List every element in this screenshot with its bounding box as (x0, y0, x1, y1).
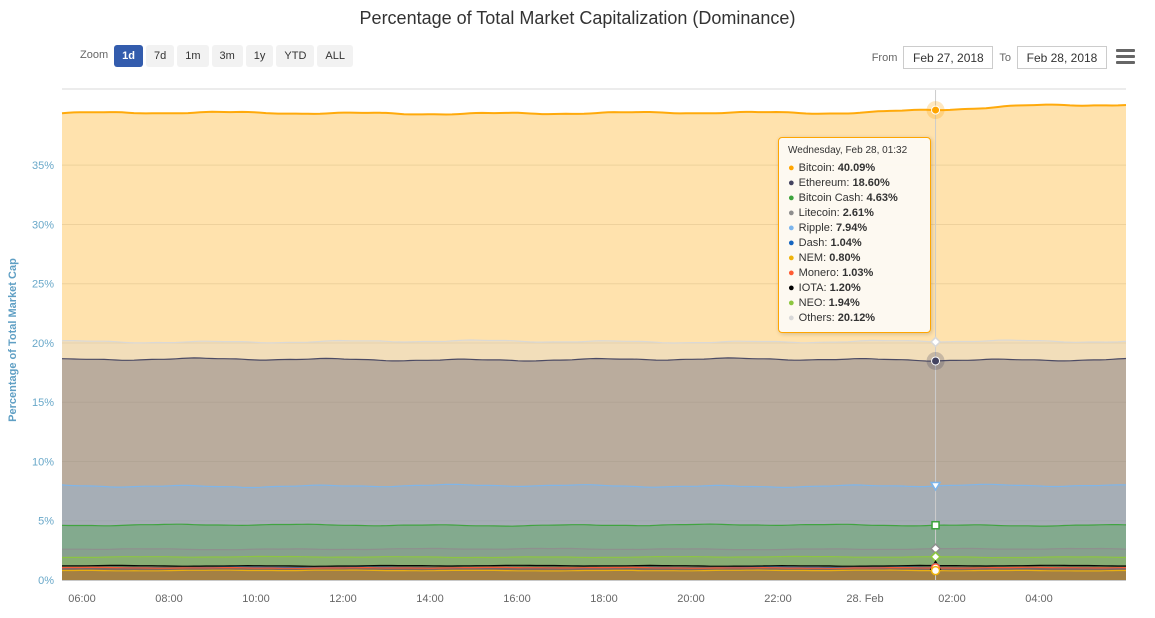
zoom-button-all[interactable]: ALL (317, 45, 353, 67)
x-axis-label: 06:00 (68, 593, 96, 605)
zoom-button-7d[interactable]: 7d (145, 45, 175, 67)
from-label: From (871, 51, 898, 64)
y-axis-label: 0% (38, 575, 54, 587)
zoom-button-ytd[interactable]: YTD (276, 45, 315, 67)
dominance-area-chart[interactable]: 0% 5% 10% 15% 20% 25% 30% 35% 06:00 08:00 10:00 12:… (0, 85, 1155, 618)
menu-bar (1116, 61, 1135, 64)
series-line-nem (62, 569, 1126, 572)
hover-marker-others (929, 336, 942, 348)
to-date-input[interactable] (1017, 46, 1107, 69)
x-axis-label: 04:00 (1025, 593, 1053, 605)
y-axis-label: 20% (32, 338, 54, 350)
y-axis-label: 30% (32, 219, 54, 231)
menu-bar (1116, 49, 1135, 52)
y-axis-label: 35% (32, 160, 54, 172)
x-axis-label: 20:00 (677, 593, 705, 605)
date-range-group: From To (866, 46, 1107, 69)
hover-marker-bitcoin (926, 101, 945, 120)
y-axis-title: Percentage of Total Market Cap (7, 258, 19, 422)
from-date-input[interactable] (903, 46, 994, 69)
x-axis-label: 14:00 (416, 593, 444, 605)
zoom-button-1d[interactable]: 1d (114, 45, 143, 67)
chart-area: 0% 5% 10% 15% 20% 25% 30% 35% 06:00 08:00 10:00 12:… (0, 85, 1155, 618)
y-axis-label: 25% (32, 279, 54, 291)
series-line-bitcoin (61, 103, 1127, 116)
y-axis-label: 15% (32, 397, 54, 409)
context-menu-icon[interactable] (1116, 49, 1135, 64)
series-line-ripple (61, 483, 1126, 489)
series-line-litecoin (62, 547, 1127, 551)
y-axis-label: 5% (38, 516, 54, 528)
series-line-others (61, 339, 1127, 344)
series-line-neo (61, 555, 1126, 559)
menu-bar (1116, 55, 1135, 58)
to-label: To (999, 51, 1011, 64)
x-axis-label: 10:00 (242, 593, 270, 605)
x-axis-label: 12:00 (329, 593, 357, 605)
series-area-litecoin (62, 548, 1126, 580)
series-area-others (62, 340, 1126, 580)
hover-marker-ethereum (926, 351, 945, 370)
zoom-group: Zoom 1d 7d 1m 3m 1y YTD ALL (80, 45, 356, 67)
x-axis-label: 28. Feb (846, 593, 883, 605)
x-axis-label: 22:00 (764, 593, 792, 605)
y-axis-label: 10% (32, 456, 54, 468)
zoom-label: Zoom (80, 49, 109, 61)
hover-marker-bitcoin-cash (931, 520, 940, 530)
page-title: Percentage of Total Market Capitalizatio… (359, 8, 796, 28)
series-line-bitcoin-cash (61, 523, 1127, 527)
series-line-iota (62, 564, 1126, 567)
x-axis-label: 02:00 (938, 593, 966, 605)
x-axis-label: 16:00 (503, 593, 531, 605)
zoom-button-3m[interactable]: 3m (211, 45, 243, 67)
series-area-iota (62, 565, 1126, 580)
series-area-ripple (62, 484, 1126, 580)
x-axis-label: 08:00 (155, 593, 183, 605)
zoom-button-1y[interactable]: 1y (245, 45, 274, 67)
hover-marker-ripple (929, 481, 942, 492)
zoom-button-1m[interactable]: 1m (177, 45, 209, 67)
series-line-monero (61, 566, 1126, 569)
series-area-nem (62, 570, 1126, 580)
x-axis-label: 18:00 (590, 593, 618, 605)
series-line-ethereum (61, 357, 1127, 362)
zoom-buttons: 1d 7d 1m 3m 1y YTD ALL (114, 45, 356, 67)
hover-marker-nem (930, 565, 941, 576)
